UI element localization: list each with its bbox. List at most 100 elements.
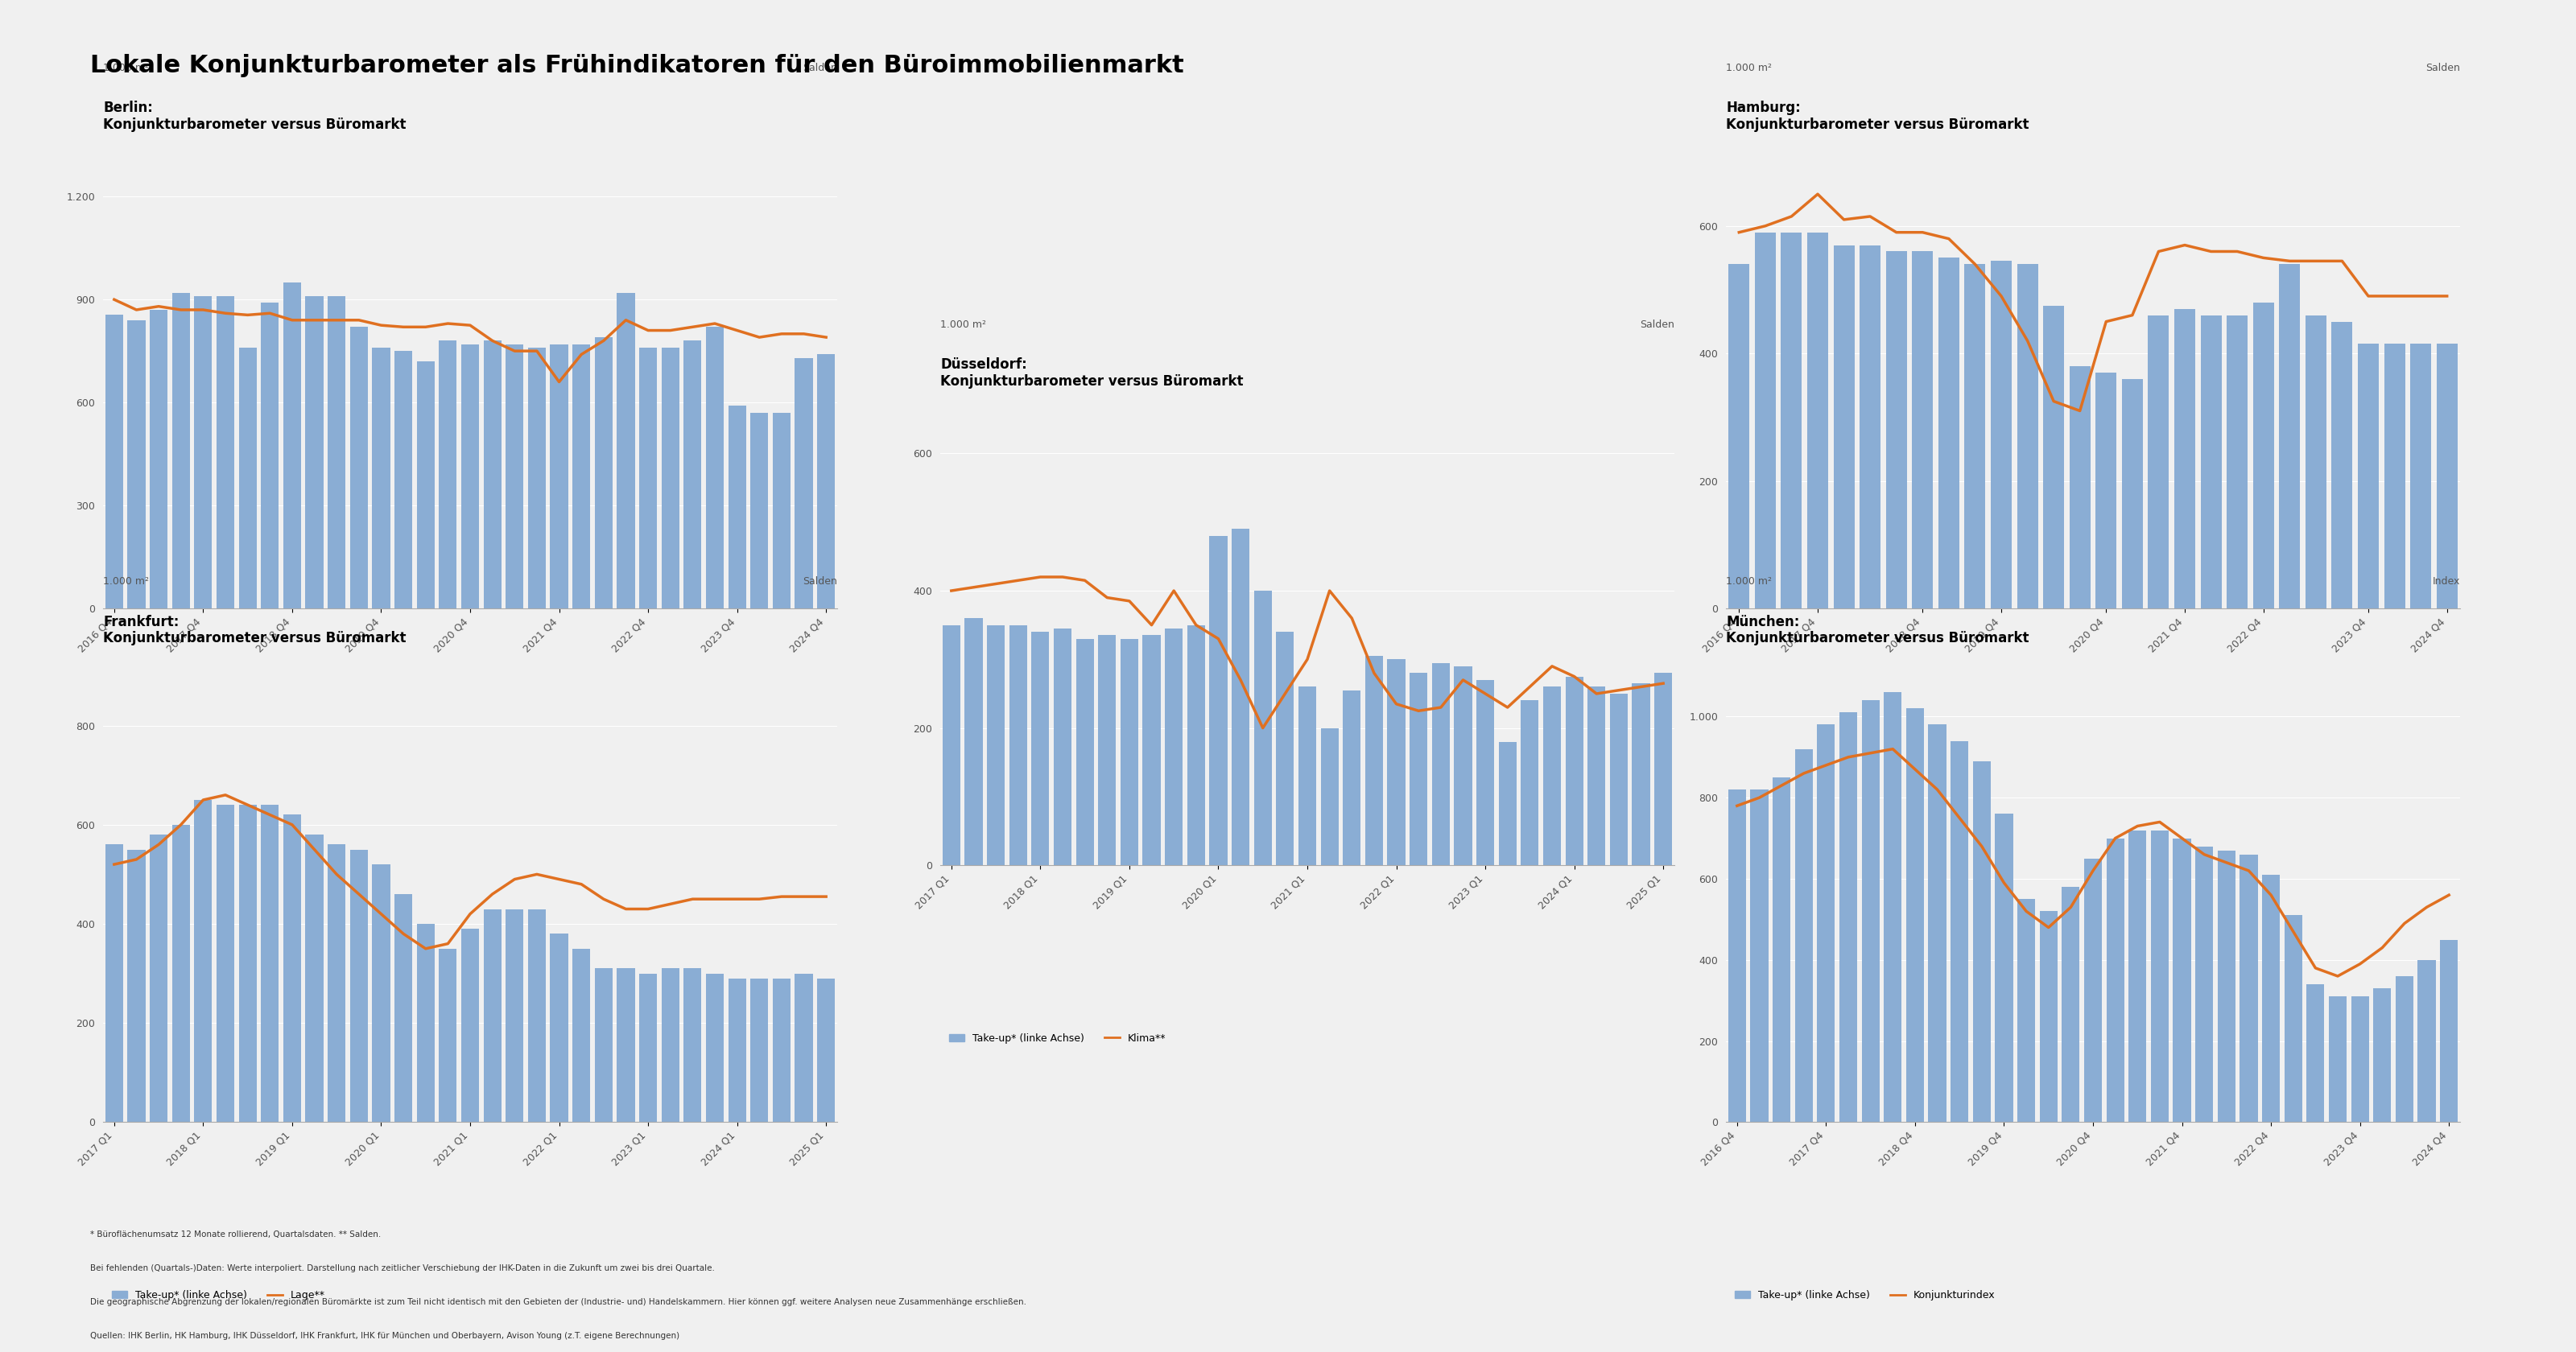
- Bar: [216, 804, 234, 1122]
- Bar: [2017, 899, 2035, 1122]
- Bar: [639, 347, 657, 608]
- Bar: [2383, 343, 2406, 608]
- Bar: [394, 894, 412, 1122]
- Bar: [1965, 264, 1986, 608]
- Bar: [1728, 790, 1747, 1122]
- Bar: [2084, 859, 2102, 1122]
- Bar: [1409, 673, 1427, 865]
- Text: Berlin:
Konjunkturbarometer versus Büromarkt: Berlin: Konjunkturbarometer versus Bürom…: [103, 100, 407, 132]
- Text: Frankfurt:
Konjunkturbarometer versus Büromarkt: Frankfurt: Konjunkturbarometer versus Bü…: [103, 614, 407, 646]
- Text: Bei fehlenden (Quartals-)Daten: Werte interpoliert. Darstellung nach zeitlicher : Bei fehlenden (Quartals-)Daten: Werte in…: [90, 1264, 714, 1272]
- Bar: [1054, 629, 1072, 865]
- Bar: [2195, 846, 2213, 1122]
- Bar: [1388, 660, 1404, 865]
- Bar: [729, 979, 747, 1122]
- Bar: [1432, 662, 1450, 865]
- Bar: [1144, 635, 1159, 865]
- Bar: [240, 347, 258, 608]
- Bar: [2419, 960, 2437, 1122]
- Bar: [484, 341, 502, 608]
- Bar: [796, 973, 811, 1122]
- Bar: [371, 864, 389, 1122]
- Bar: [2107, 838, 2125, 1122]
- Bar: [817, 354, 835, 608]
- Bar: [2174, 838, 2192, 1122]
- Bar: [1752, 790, 1767, 1122]
- Bar: [260, 303, 278, 608]
- Bar: [283, 283, 301, 608]
- Text: 1.000 m²: 1.000 m²: [103, 62, 149, 73]
- Bar: [551, 934, 567, 1122]
- Text: Salden: Salden: [804, 62, 837, 73]
- Bar: [2017, 264, 2038, 608]
- Bar: [1937, 258, 1960, 608]
- Bar: [461, 345, 479, 608]
- Legend: Take-up* (linke Achse), Personal **: Take-up* (linke Achse), Personal **: [108, 772, 350, 791]
- Bar: [1587, 687, 1605, 865]
- Bar: [2123, 379, 2143, 608]
- Bar: [2097, 373, 2117, 608]
- Bar: [1906, 708, 1924, 1122]
- Bar: [2226, 315, 2249, 608]
- Bar: [438, 341, 456, 608]
- Bar: [1077, 638, 1095, 865]
- Bar: [1365, 656, 1383, 865]
- Bar: [2218, 850, 2236, 1122]
- Bar: [662, 968, 680, 1122]
- Legend: Take-up* (linke Achse), Lage**: Take-up* (linke Achse), Lage**: [108, 1286, 330, 1305]
- Bar: [706, 973, 724, 1122]
- Bar: [616, 968, 634, 1122]
- Bar: [260, 804, 278, 1122]
- Text: Salden: Salden: [1641, 319, 1674, 330]
- Text: 1.000 m²: 1.000 m²: [103, 576, 149, 587]
- Bar: [505, 909, 523, 1122]
- Bar: [987, 625, 1005, 865]
- Bar: [528, 347, 546, 608]
- Text: * Büroflächenumsatz 12 Monate rollierend, Quartalsdaten. ** Salden.: * Büroflächenumsatz 12 Monate rollierend…: [90, 1230, 381, 1238]
- Bar: [1834, 245, 1855, 608]
- Text: Hamburg:
Konjunkturbarometer versus Büromarkt: Hamburg: Konjunkturbarometer versus Büro…: [1726, 100, 2030, 132]
- Bar: [2043, 306, 2063, 608]
- Bar: [307, 834, 322, 1122]
- Bar: [1520, 700, 1538, 865]
- Bar: [1208, 535, 1226, 865]
- Legend: Take-up* (linke Achse), Lage**: Take-up* (linke Achse), Lage**: [1731, 772, 1953, 791]
- Bar: [350, 849, 368, 1122]
- Bar: [2280, 264, 2300, 608]
- Bar: [505, 345, 523, 608]
- Bar: [2174, 308, 2195, 608]
- Bar: [2061, 887, 2079, 1122]
- Bar: [2241, 854, 2257, 1122]
- Bar: [1010, 625, 1028, 865]
- Bar: [796, 358, 811, 608]
- Bar: [2306, 984, 2324, 1122]
- Bar: [1097, 635, 1115, 865]
- Bar: [1499, 742, 1517, 865]
- Bar: [438, 949, 456, 1122]
- Bar: [1543, 687, 1561, 865]
- Bar: [551, 345, 567, 608]
- Bar: [417, 923, 435, 1122]
- Bar: [327, 296, 345, 608]
- Text: Salden: Salden: [2427, 62, 2460, 73]
- Bar: [126, 849, 144, 1122]
- Bar: [1298, 687, 1316, 865]
- Bar: [1929, 725, 1947, 1122]
- Bar: [572, 345, 590, 608]
- Bar: [683, 341, 701, 608]
- Bar: [461, 929, 479, 1122]
- Bar: [106, 315, 124, 608]
- Text: 1.000 m²: 1.000 m²: [1726, 62, 1772, 73]
- Bar: [943, 625, 961, 865]
- Bar: [1860, 245, 1880, 608]
- Bar: [1255, 591, 1273, 865]
- Bar: [528, 909, 546, 1122]
- Bar: [1728, 264, 1749, 608]
- Text: Lokale Konjunkturbarometer als Frühindikatoren für den Büroimmobilienmarkt: Lokale Konjunkturbarometer als Frühindik…: [90, 54, 1185, 77]
- Bar: [1654, 673, 1672, 865]
- Bar: [484, 909, 502, 1122]
- Text: Salden: Salden: [804, 576, 837, 587]
- Bar: [2040, 911, 2058, 1122]
- Bar: [2254, 303, 2275, 608]
- Bar: [1772, 777, 1790, 1122]
